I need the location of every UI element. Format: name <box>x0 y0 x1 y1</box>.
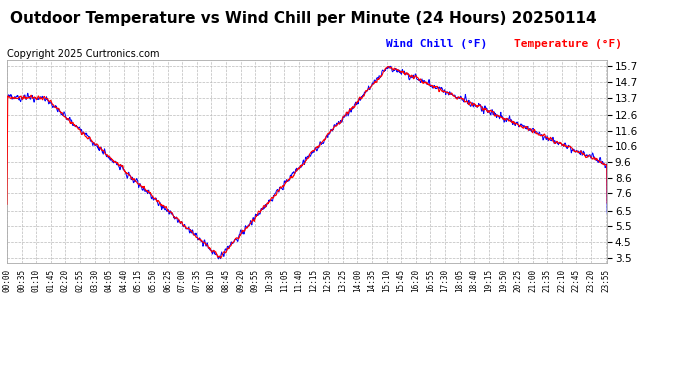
Text: Outdoor Temperature vs Wind Chill per Minute (24 Hours) 20250114: Outdoor Temperature vs Wind Chill per Mi… <box>10 11 597 26</box>
Text: Temperature (°F): Temperature (°F) <box>514 39 622 50</box>
Text: Copyright 2025 Curtronics.com: Copyright 2025 Curtronics.com <box>7 49 159 59</box>
Text: Wind Chill (°F): Wind Chill (°F) <box>386 39 488 50</box>
